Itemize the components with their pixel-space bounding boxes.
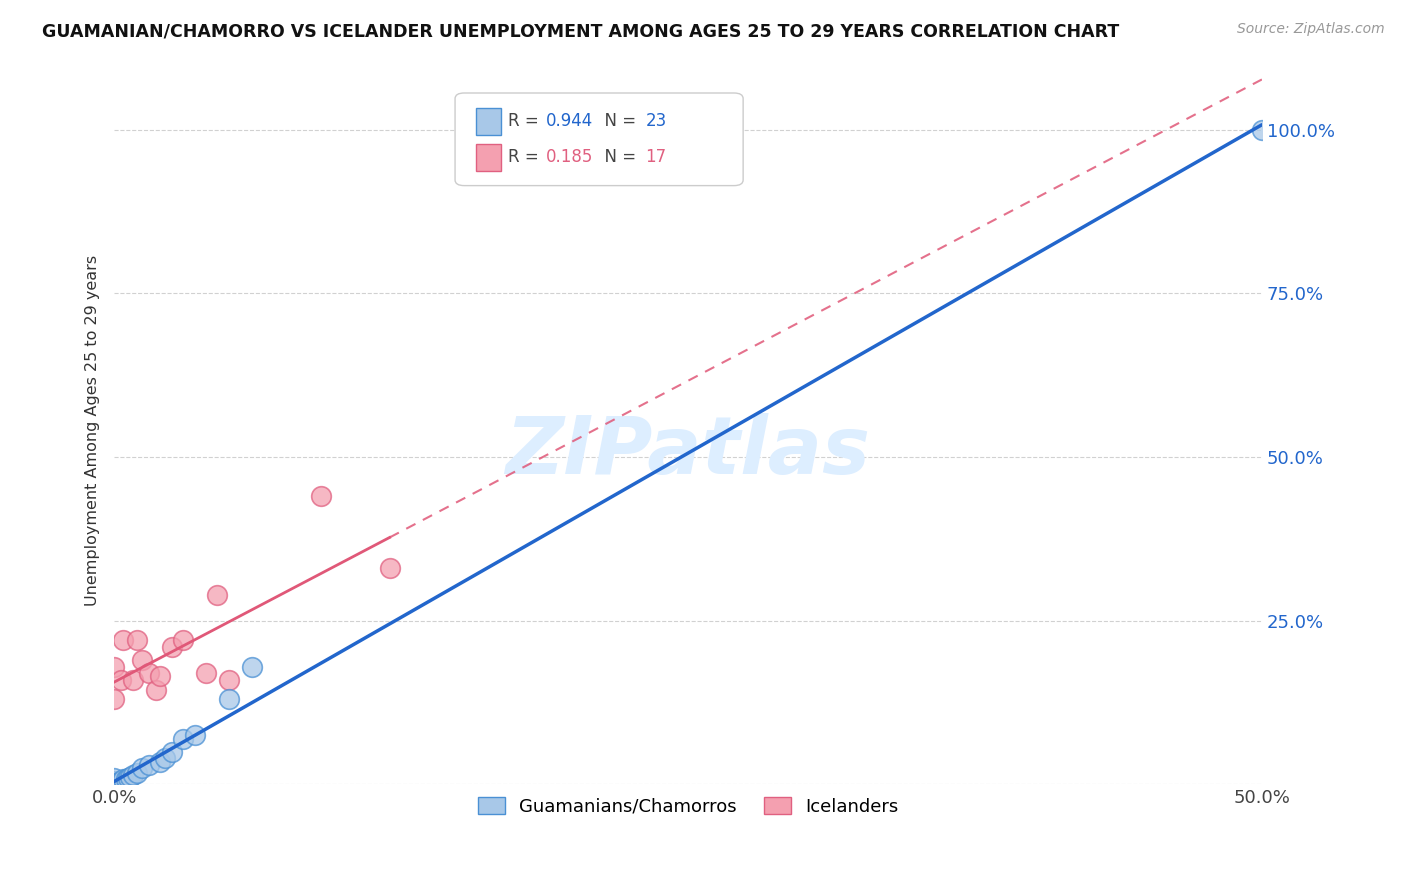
Point (112, 772, 135, 787)
Text: ZIPatlas: ZIPatlas (506, 413, 870, 491)
Point (120, 770, 142, 784)
FancyBboxPatch shape (456, 93, 744, 186)
Point (153, 751, 176, 765)
Point (112, 633, 135, 648)
Point (103, 659, 125, 673)
Point (107, 775, 129, 789)
Point (378, 561, 401, 575)
Point (183, 728, 205, 742)
Point (110, 774, 132, 789)
Point (127, 765, 149, 780)
Point (121, 673, 143, 687)
Point (172, 633, 194, 648)
Legend: Guamanians/Chamorros, Icelanders: Guamanians/Chamorros, Icelanders (468, 788, 908, 825)
Text: 0.944: 0.944 (546, 112, 593, 130)
Point (103, 777, 125, 791)
Point (131, 761, 153, 775)
Point (218, 673, 240, 687)
Point (240, 659, 263, 673)
Point (160, 745, 183, 759)
Point (110, 673, 132, 687)
Point (138, 757, 160, 772)
Point (1251, 123, 1274, 137)
FancyBboxPatch shape (475, 108, 501, 135)
Point (195, 666, 218, 681)
Text: R =: R = (508, 112, 544, 130)
Point (103, 771, 125, 785)
Point (121, 767, 143, 781)
Point (117, 771, 139, 785)
Text: N =: N = (593, 148, 641, 166)
Text: R =: R = (508, 148, 544, 166)
Point (103, 692, 125, 706)
Point (103, 773, 125, 788)
Point (218, 692, 240, 706)
Point (131, 653, 153, 667)
Point (114, 772, 136, 787)
Point (103, 774, 125, 789)
Text: 0.185: 0.185 (546, 148, 593, 166)
Point (160, 640, 183, 654)
Text: N =: N = (593, 112, 641, 130)
Point (172, 731, 194, 746)
FancyBboxPatch shape (475, 144, 501, 170)
Point (138, 666, 160, 681)
Text: Source: ZipAtlas.com: Source: ZipAtlas.com (1237, 22, 1385, 37)
Point (127, 633, 149, 648)
Y-axis label: Unemployment Among Ages 25 to 29 years: Unemployment Among Ages 25 to 29 years (86, 255, 100, 607)
Point (309, 489, 332, 503)
Text: 23: 23 (645, 112, 666, 130)
Text: 17: 17 (645, 148, 666, 166)
Point (149, 669, 172, 683)
Point (103, 776, 125, 790)
Point (149, 755, 172, 769)
Text: GUAMANIAN/CHAMORRO VS ICELANDER UNEMPLOYMENT AMONG AGES 25 TO 29 YEARS CORRELATI: GUAMANIAN/CHAMORRO VS ICELANDER UNEMPLOY… (42, 22, 1119, 40)
Point (207, 588, 229, 602)
Point (145, 682, 167, 697)
